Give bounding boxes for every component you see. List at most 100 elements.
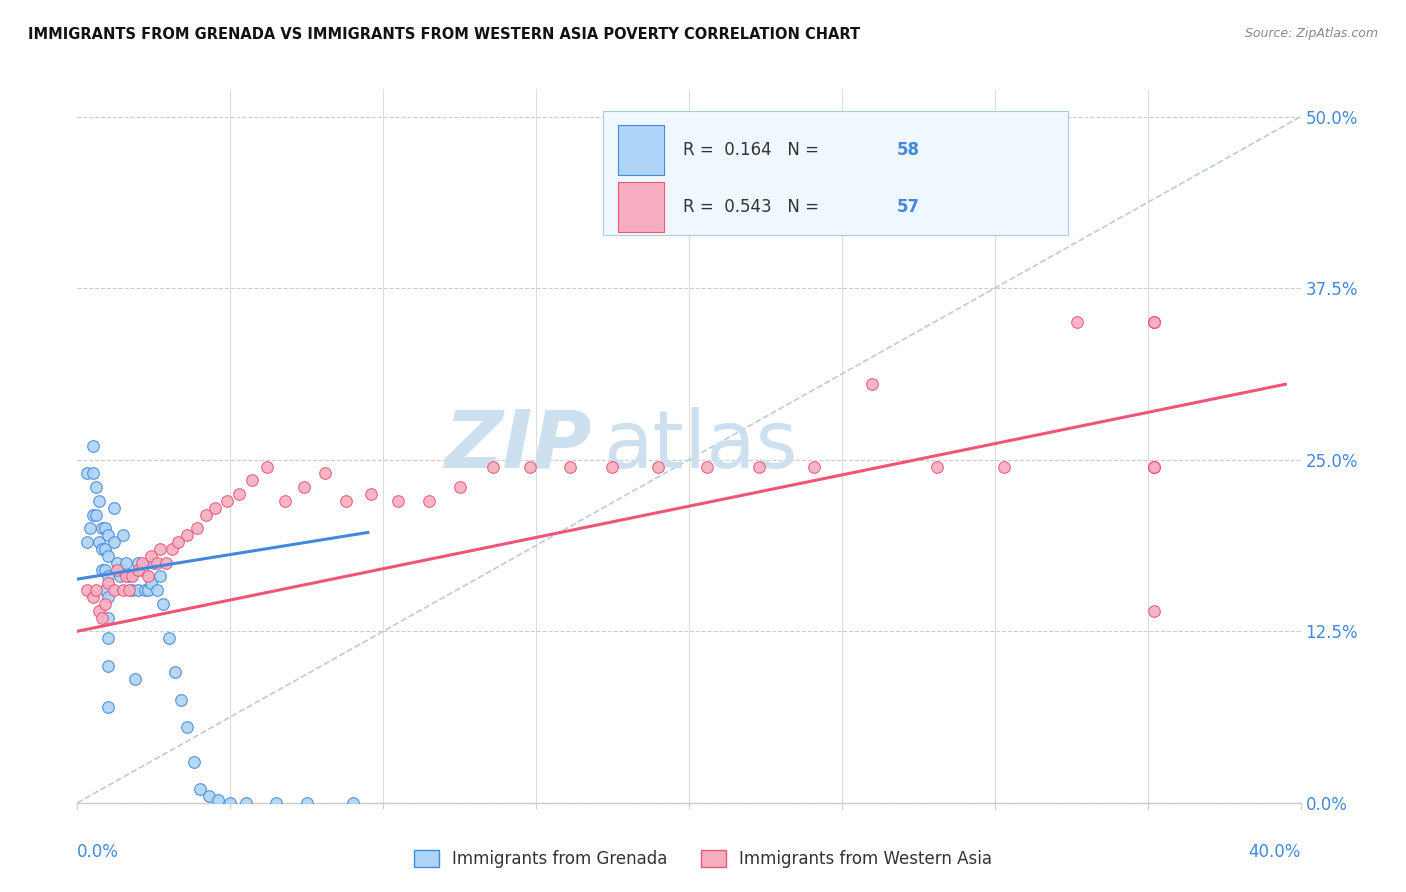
Point [235, 796, 257, 810]
Point [115, 569, 138, 583]
Point [176, 528, 198, 542]
Legend: Immigrants from Grenada, Immigrants from Western Asia: Immigrants from Grenada, Immigrants from… [408, 843, 998, 875]
Point [87, 604, 110, 618]
Point [240, 473, 263, 487]
Text: atlas: atlas [603, 407, 797, 485]
Point [1143, 316, 1166, 330]
Point [803, 459, 825, 474]
Point [97, 569, 120, 583]
Point [79, 521, 101, 535]
Point [76, 583, 98, 598]
Point [118, 569, 141, 583]
Point [87, 494, 110, 508]
Point [131, 556, 153, 570]
Point [1143, 459, 1166, 474]
Point [149, 569, 172, 583]
Point [482, 459, 505, 474]
Point [152, 597, 174, 611]
Point [105, 562, 128, 576]
Point [136, 569, 159, 583]
Point [128, 556, 150, 570]
Point [167, 535, 190, 549]
Point [335, 494, 357, 508]
Point [198, 789, 221, 803]
Point [97, 610, 120, 624]
Point [204, 500, 226, 515]
Point [103, 535, 125, 549]
Point [146, 556, 169, 570]
Point [84, 583, 107, 598]
Point [94, 597, 117, 611]
Point [274, 494, 297, 508]
Point [314, 467, 336, 481]
Point [295, 796, 318, 810]
Point [128, 562, 150, 576]
Point [82, 439, 104, 453]
Point [1066, 316, 1088, 330]
Text: 40.0%: 40.0% [1249, 843, 1301, 861]
Text: 57: 57 [897, 198, 920, 216]
Point [149, 541, 172, 556]
Point [90, 562, 112, 576]
Point [84, 480, 107, 494]
Point [292, 480, 315, 494]
Point [170, 693, 193, 707]
Point [90, 610, 112, 624]
Point [188, 782, 211, 797]
Point [160, 541, 183, 556]
Point [1143, 316, 1166, 330]
Point [194, 508, 217, 522]
Point [748, 459, 770, 474]
Point [82, 508, 104, 522]
Point [103, 583, 125, 598]
Point [602, 459, 624, 474]
Point [219, 796, 242, 810]
Point [97, 576, 120, 591]
Point [139, 576, 162, 591]
Point [118, 583, 141, 598]
Point [925, 459, 948, 474]
Point [94, 541, 117, 556]
Point [103, 500, 125, 515]
Point [87, 535, 110, 549]
Point [387, 494, 409, 508]
Point [131, 562, 153, 576]
Point [90, 521, 112, 535]
Point [121, 583, 143, 598]
Point [1143, 459, 1166, 474]
Point [519, 459, 541, 474]
Point [155, 556, 177, 570]
Point [82, 590, 104, 604]
Point [124, 673, 146, 687]
Point [94, 521, 117, 535]
Text: IMMIGRANTS FROM GRENADA VS IMMIGRANTS FROM WESTERN ASIA POVERTY CORRELATION CHAR: IMMIGRANTS FROM GRENADA VS IMMIGRANTS FR… [28, 27, 860, 42]
Text: 0.0%: 0.0% [77, 843, 120, 861]
Point [186, 521, 208, 535]
Point [165, 665, 187, 680]
Point [97, 528, 120, 542]
Point [558, 459, 581, 474]
Point [139, 549, 162, 563]
Point [228, 487, 250, 501]
Point [76, 467, 98, 481]
Point [360, 487, 382, 501]
FancyBboxPatch shape [619, 125, 665, 175]
Point [993, 459, 1015, 474]
Point [97, 699, 120, 714]
Point [76, 535, 98, 549]
Point [449, 480, 471, 494]
Point [183, 755, 205, 769]
Text: ZIP: ZIP [444, 407, 591, 485]
Point [142, 556, 165, 570]
FancyBboxPatch shape [619, 182, 665, 232]
Point [105, 556, 128, 570]
Point [176, 720, 198, 734]
Point [862, 377, 884, 392]
Point [94, 583, 117, 598]
Point [146, 583, 169, 598]
Text: Source: ZipAtlas.com: Source: ZipAtlas.com [1244, 27, 1378, 40]
Point [1143, 604, 1166, 618]
Point [1143, 459, 1166, 474]
Point [136, 583, 159, 598]
Point [1143, 316, 1166, 330]
